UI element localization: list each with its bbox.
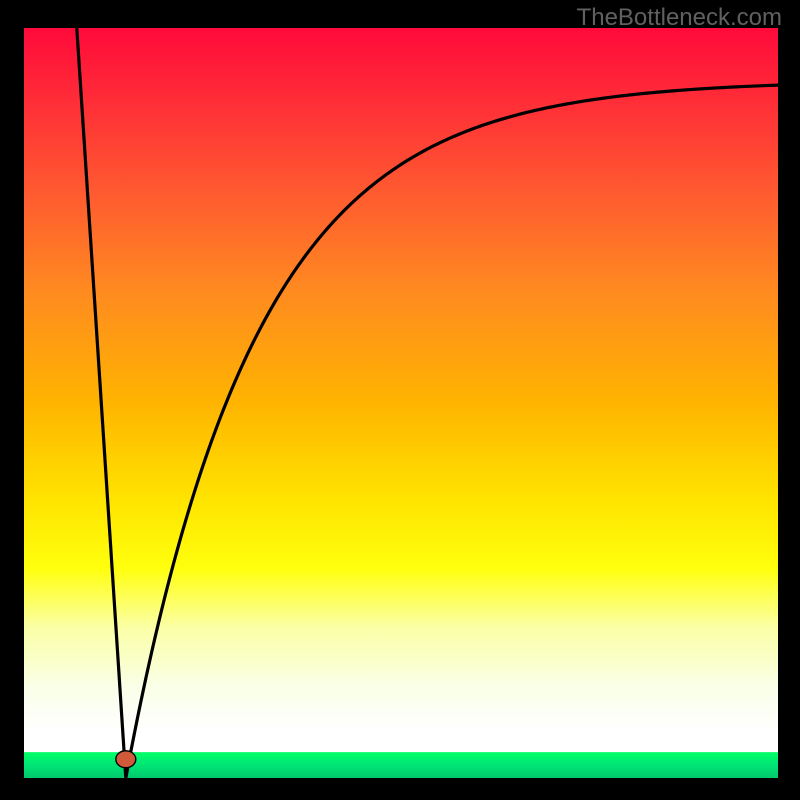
bottleneck-curve (77, 28, 778, 778)
watermark-text: TheBottleneck.com (577, 4, 782, 32)
plot-area (24, 28, 778, 778)
minimum-marker (116, 751, 136, 768)
gradient-background (24, 28, 778, 778)
plot-svg (24, 28, 778, 778)
chart-container: TheBottleneck.com (0, 0, 800, 800)
